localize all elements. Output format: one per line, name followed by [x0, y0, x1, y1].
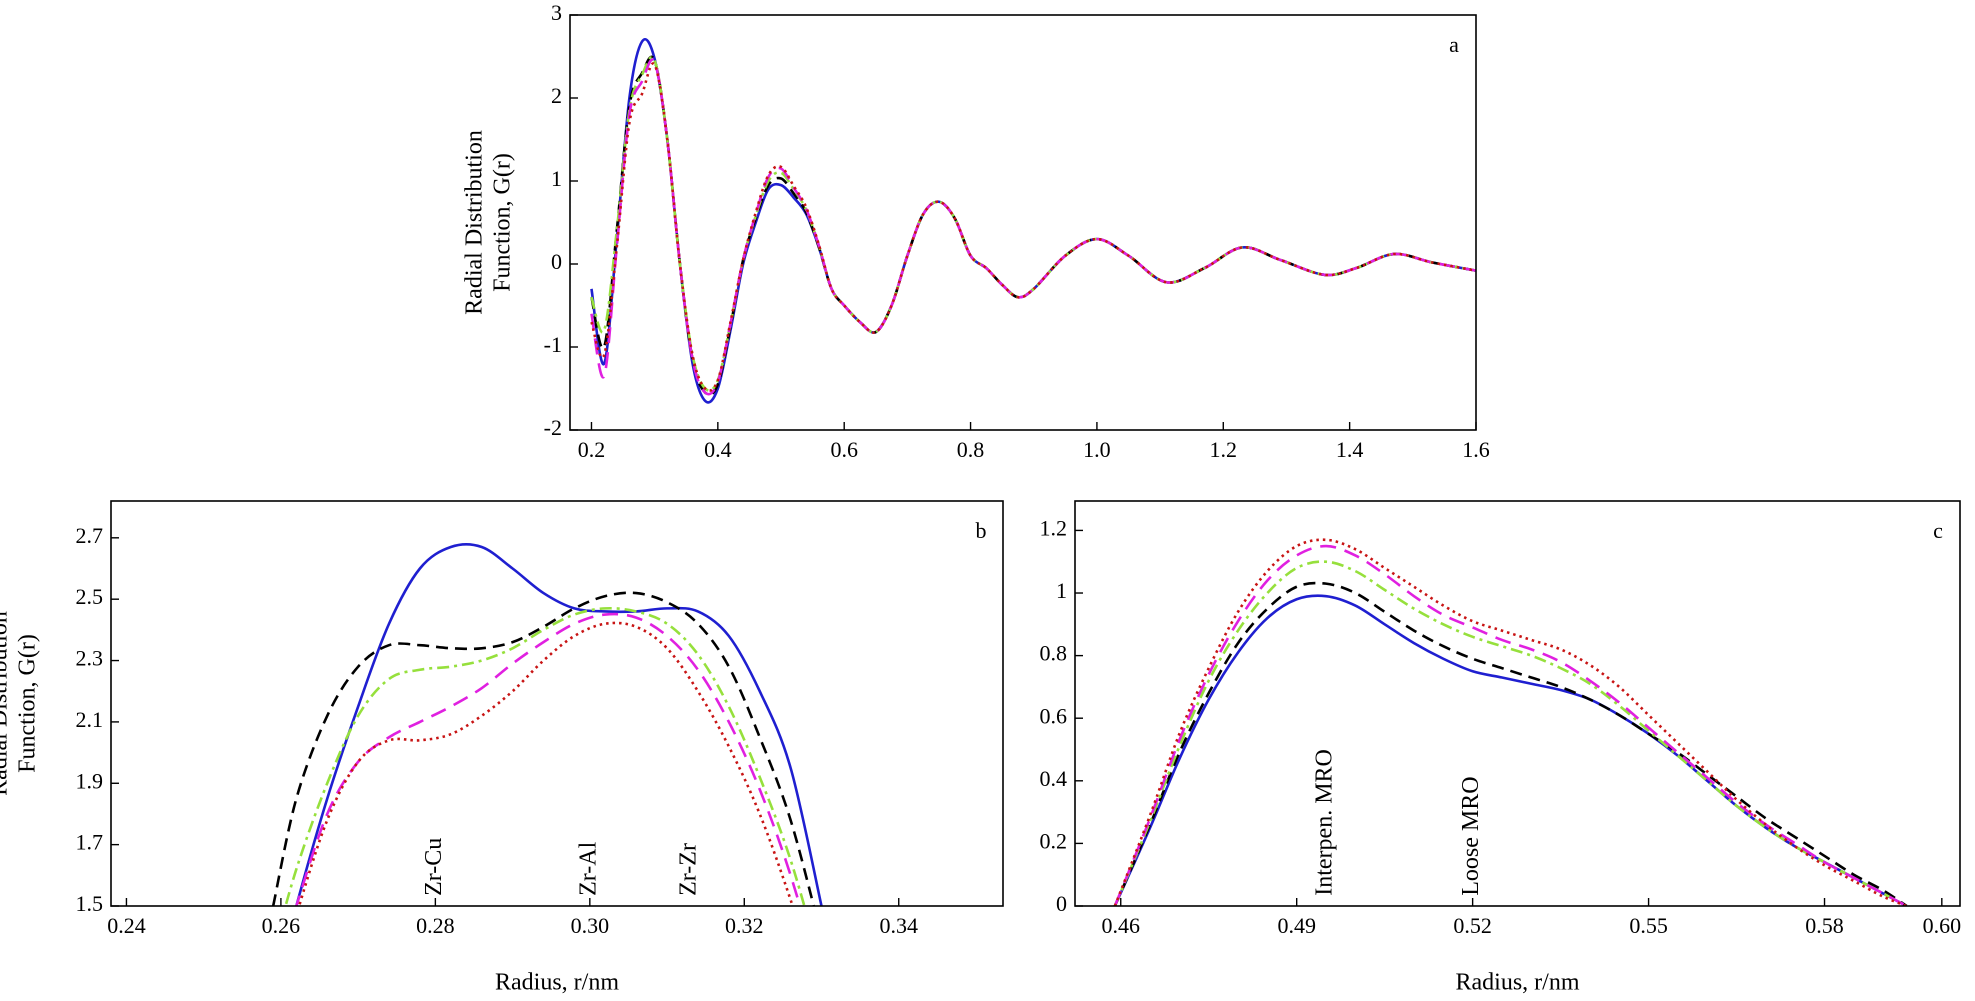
x-tick-label: 1.4	[1336, 437, 1364, 462]
panel-label: a	[1449, 32, 1459, 57]
y-tick-label: 1	[551, 166, 562, 191]
y-tick-label: 0.8	[1040, 641, 1068, 666]
series-line	[590, 55, 1476, 392]
y-tick-label: 2.1	[76, 707, 104, 732]
annotation: Zr-Al	[575, 841, 601, 895]
x-tick-label: 0.60	[1923, 913, 1962, 938]
plot-frame	[569, 14, 1477, 431]
y-tick-label: 1.2	[1040, 515, 1068, 540]
x-tick-label: 0.28	[416, 913, 455, 938]
x-tick-label: 0.49	[1277, 913, 1316, 938]
plot-frame	[1074, 500, 1961, 907]
x-axis-label: Radius, r/nm	[1456, 970, 1580, 996]
panel: 0.46 0.49 0.52 0.55 0.58 0.60 0 0.2 0.4 0.6 0.8 1 1.…	[1040, 500, 1962, 996]
series-line	[590, 58, 1476, 396]
x-tick-label: 1.6	[1462, 437, 1490, 462]
x-tick-label: 0.6	[830, 437, 858, 462]
y-tick-label: 2.3	[76, 646, 104, 671]
annotation: Zr-Zr	[676, 843, 702, 896]
series-line	[1113, 581, 1908, 906]
y-tick-label: 1.5	[76, 891, 104, 916]
series-line	[1113, 544, 1908, 906]
y-tick-label: 2.5	[76, 584, 104, 609]
x-tick-label: 0.24	[107, 913, 146, 938]
panel: 0.24 0.26 0.28 0.30 0.32 0.34 1.5 1.7 1.9 2.1 2.3 2…	[0, 500, 1004, 996]
y-axis-label: Radial Distribution	[462, 130, 488, 315]
y-tick-label: -2	[544, 415, 562, 440]
annotation: Loose MRO	[1458, 776, 1484, 895]
y-tick-label: 0	[551, 249, 562, 274]
y-tick-label: 1	[1056, 578, 1067, 603]
x-tick-label: 0.52	[1453, 913, 1492, 938]
panel-label: b	[976, 518, 987, 543]
y-tick-label: 1.9	[76, 768, 104, 793]
y-tick-label: 0.2	[1040, 828, 1068, 853]
x-tick-label: 1.2	[1210, 437, 1238, 462]
x-axis-label: Radius, r/nm	[495, 970, 619, 996]
series-line	[590, 55, 1476, 397]
x-tick-label: 1.0	[1083, 437, 1111, 462]
x-tick-label: 0.26	[262, 913, 301, 938]
x-tick-label: 0.32	[725, 913, 764, 938]
y-axis-label: Function, G(r)	[15, 634, 41, 773]
annotation: Interpen. MRO	[1312, 749, 1338, 896]
series-line	[284, 606, 806, 906]
y-tick-label: 0.6	[1040, 703, 1068, 728]
x-tick-label: 0.2	[578, 437, 606, 462]
x-tick-label: 0.34	[879, 913, 918, 938]
y-tick-label: 3	[551, 0, 562, 25]
series-line	[1113, 560, 1908, 906]
y-tick-label: -1	[544, 332, 562, 357]
series-line	[297, 621, 795, 906]
x-tick-label: 0.58	[1805, 913, 1844, 938]
y-tick-label: 0.4	[1040, 766, 1068, 791]
series-line	[1113, 538, 1908, 906]
plot-frame	[110, 500, 1004, 907]
y-tick-label: 0	[1056, 891, 1067, 916]
y-tick-label: 2	[551, 83, 562, 108]
y-axis-label: Radial Distribution	[0, 611, 13, 796]
annotation: Zr-Cu	[421, 838, 447, 896]
panel-label: c	[1933, 518, 1943, 543]
series-line	[590, 62, 1476, 392]
panel: 0.2 0.4 0.6 0.8 1.0 1.2 1.4 1.6 -2 -1 0 1 2 3 a Radial …	[462, 0, 1490, 462]
y-tick-label: 1.7	[76, 830, 104, 855]
x-tick-label: 0.4	[704, 437, 732, 462]
x-tick-label: 0.46	[1101, 913, 1140, 938]
x-tick-label: 0.55	[1629, 913, 1668, 938]
y-axis-label: Function, G(r)	[490, 153, 516, 292]
y-tick-label: 2.7	[76, 523, 104, 548]
x-tick-label: 0.8	[957, 437, 985, 462]
x-tick-label: 0.30	[571, 913, 610, 938]
